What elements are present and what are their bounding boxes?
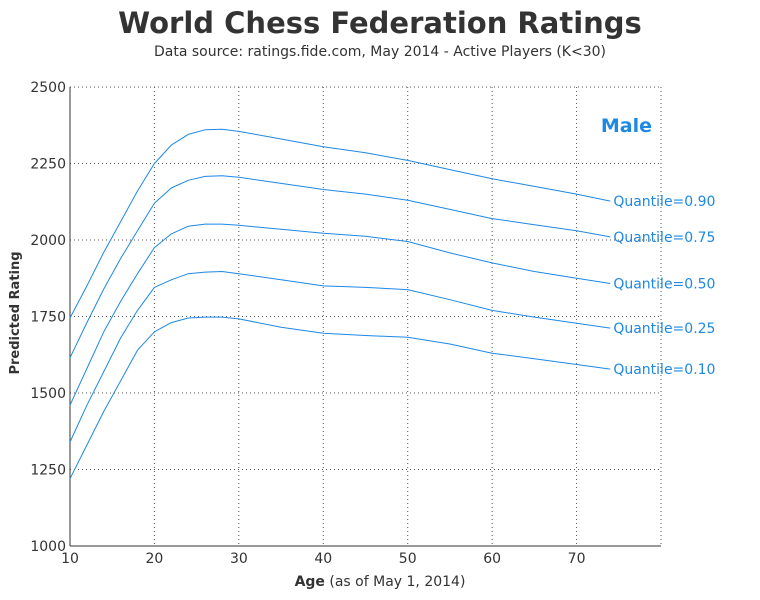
- chart-subtitle: Data source: ratings.fide.com, May 2014 …: [153, 44, 606, 60]
- y-tick-label-2000: 2000: [30, 233, 66, 249]
- y-tick-label-2500: 2500: [30, 80, 66, 96]
- series-label-0: Quantile=0.90: [613, 194, 715, 210]
- x-axis-label: Age (as of May 1, 2014): [0, 574, 760, 590]
- series-label-3: Quantile=0.25: [613, 321, 715, 337]
- x-tick-label-50: 50: [399, 551, 417, 567]
- annotation-male: Male: [601, 115, 652, 137]
- y-axis-label: Predicted Rating: [8, 251, 23, 374]
- series-line-1: [69, 175, 611, 359]
- series-line-2: [69, 223, 611, 406]
- grid: [69, 86, 662, 547]
- y-tick-label-1750: 1750: [30, 310, 66, 326]
- tick-labels: 1000 1250 1500 1750 2000 2250 2500 10 20 30 40 50 60…: [30, 80, 585, 567]
- y-tick-label-1500: 1500: [30, 386, 66, 402]
- y-tick-label-2250: 2250: [30, 157, 66, 173]
- series-label-4: Quantile=0.10: [613, 362, 715, 378]
- y-tick-label-1000: 1000: [30, 539, 66, 555]
- x-tick-label-30: 30: [230, 551, 248, 567]
- series-label-2: Quantile=0.50: [613, 276, 715, 292]
- series-labels: Quantile=0.90 Quantile=0.75 Quantile=0.50 Q…: [613, 194, 715, 378]
- x-tick-label-70: 70: [568, 551, 586, 567]
- axes: [69, 87, 661, 547]
- series-label-1: Quantile=0.75: [613, 230, 715, 246]
- x-tick-label-10: 10: [61, 551, 79, 567]
- x-axis-label-bold: Age: [294, 574, 325, 590]
- x-axis-label-rest: (as of May 1, 2014): [329, 574, 466, 590]
- series-lines: [69, 128, 611, 479]
- x-tick-label-20: 20: [146, 551, 164, 567]
- series-line-3: [69, 271, 611, 443]
- x-tick-label-40: 40: [314, 551, 332, 567]
- y-tick-label-1250: 1250: [30, 463, 66, 479]
- series-line-0: [69, 128, 611, 319]
- chart-title: World Chess Federation Ratings: [118, 6, 642, 40]
- series-line-4: [69, 316, 611, 479]
- x-tick-label-60: 60: [483, 551, 501, 567]
